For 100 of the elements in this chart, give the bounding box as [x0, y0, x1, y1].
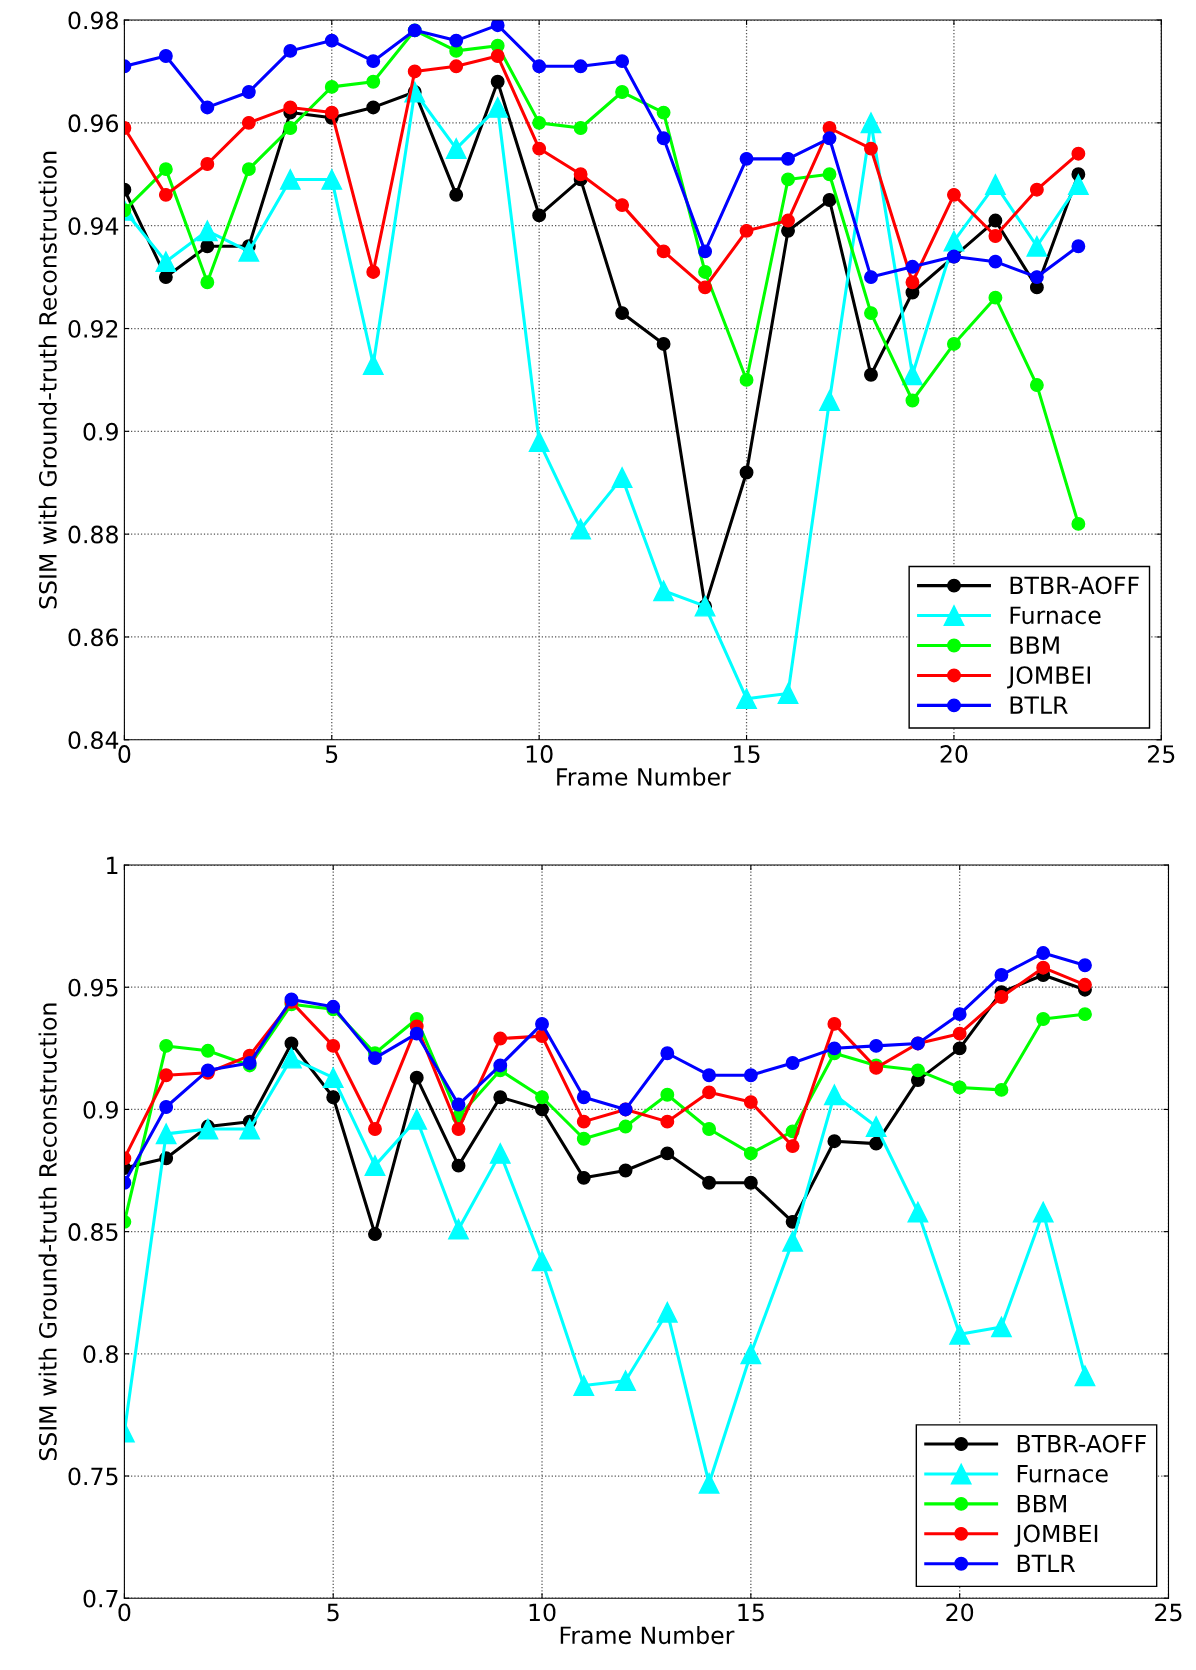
- point: [1029, 182, 1044, 197]
- point: [159, 1100, 174, 1114]
- point: [239, 1118, 261, 1140]
- point: [241, 85, 256, 99]
- point: [943, 230, 965, 252]
- point: [743, 1175, 758, 1190]
- point: [362, 354, 384, 375]
- x-axis-title: Frame Number: [557, 767, 731, 786]
- point: [368, 1051, 382, 1066]
- point: [448, 1218, 469, 1240]
- y-tick-label: 0.9: [83, 1100, 118, 1119]
- point: [823, 1084, 845, 1106]
- point: [366, 54, 381, 69]
- point: [994, 990, 1009, 1004]
- point: [368, 1227, 382, 1242]
- point: [618, 1119, 633, 1134]
- point: [449, 187, 464, 202]
- point: [907, 1201, 929, 1223]
- point: [864, 270, 878, 285]
- point: [532, 208, 547, 223]
- point: [660, 1114, 675, 1129]
- point: [694, 595, 716, 617]
- point: [238, 240, 260, 262]
- point: [702, 1122, 717, 1136]
- point: [1029, 378, 1044, 393]
- point: [158, 270, 173, 285]
- point: [785, 1139, 800, 1154]
- point: [324, 79, 339, 94]
- point: [739, 151, 754, 166]
- point: [781, 213, 795, 228]
- point: [946, 336, 961, 351]
- point: [281, 1047, 302, 1069]
- point: [656, 1301, 678, 1323]
- point: [322, 1067, 344, 1089]
- point: [283, 121, 298, 135]
- point: [532, 59, 547, 74]
- y-tick-label: 0.7: [83, 1589, 118, 1608]
- point: [493, 1090, 508, 1105]
- point: [785, 1056, 800, 1070]
- y-tick-label: 0.98: [68, 11, 118, 30]
- point: [740, 1343, 762, 1365]
- point: [819, 390, 840, 411]
- point: [1032, 1201, 1054, 1223]
- point: [905, 275, 920, 290]
- point: [988, 290, 1003, 305]
- point: [1029, 270, 1044, 285]
- point: [279, 169, 301, 190]
- point: [615, 198, 630, 213]
- point: [573, 1375, 595, 1396]
- legend-label: JOMBEI: [1007, 666, 1090, 689]
- point: [158, 162, 173, 177]
- point: [702, 1068, 717, 1083]
- point: [736, 688, 757, 710]
- point: [1078, 1007, 1092, 1022]
- point: [324, 105, 339, 120]
- point: [869, 1136, 884, 1151]
- point: [535, 1102, 549, 1117]
- point: [827, 1016, 842, 1031]
- x-tick-label: 20: [940, 745, 968, 763]
- point: [949, 1323, 971, 1345]
- point: [660, 1046, 675, 1061]
- point: [781, 151, 795, 166]
- point: [451, 1122, 466, 1136]
- point: [1071, 516, 1086, 531]
- legend-label: Furnace: [1010, 606, 1101, 625]
- point: [864, 141, 878, 156]
- x-tick-label: 20: [946, 1603, 974, 1622]
- point: [1071, 239, 1086, 254]
- y-tick-label: 0.8: [83, 1345, 118, 1364]
- point: [573, 121, 588, 135]
- x-tick-label: 0: [118, 745, 131, 763]
- point: [656, 244, 671, 259]
- point: [535, 1090, 549, 1105]
- point: [822, 193, 837, 207]
- y-tick-label: 0.92: [68, 319, 118, 338]
- y-axis-title: SSIM with Ground-truth Reconstruction: [38, 151, 57, 609]
- y-tick-label: 0.86: [68, 628, 119, 647]
- point: [490, 49, 505, 63]
- point: [321, 169, 343, 190]
- point: [994, 968, 1009, 982]
- point: [864, 306, 878, 321]
- legend-label: BTBR-AOFF: [1010, 576, 1139, 595]
- legend-label: BTLR: [1017, 1554, 1075, 1573]
- point: [407, 64, 422, 79]
- point: [698, 244, 713, 259]
- point: [489, 1143, 511, 1164]
- point: [576, 1114, 591, 1129]
- point: [905, 259, 920, 274]
- point: [531, 1250, 553, 1272]
- point: [490, 74, 505, 89]
- point: [615, 85, 630, 99]
- y-tick-label: 0.94: [68, 217, 119, 235]
- point: [576, 1090, 591, 1105]
- point: [449, 33, 464, 48]
- point: [487, 97, 509, 118]
- point: [570, 518, 592, 540]
- point: [535, 1016, 549, 1031]
- point: [910, 1063, 925, 1078]
- point: [1071, 146, 1086, 161]
- point: [984, 174, 1006, 195]
